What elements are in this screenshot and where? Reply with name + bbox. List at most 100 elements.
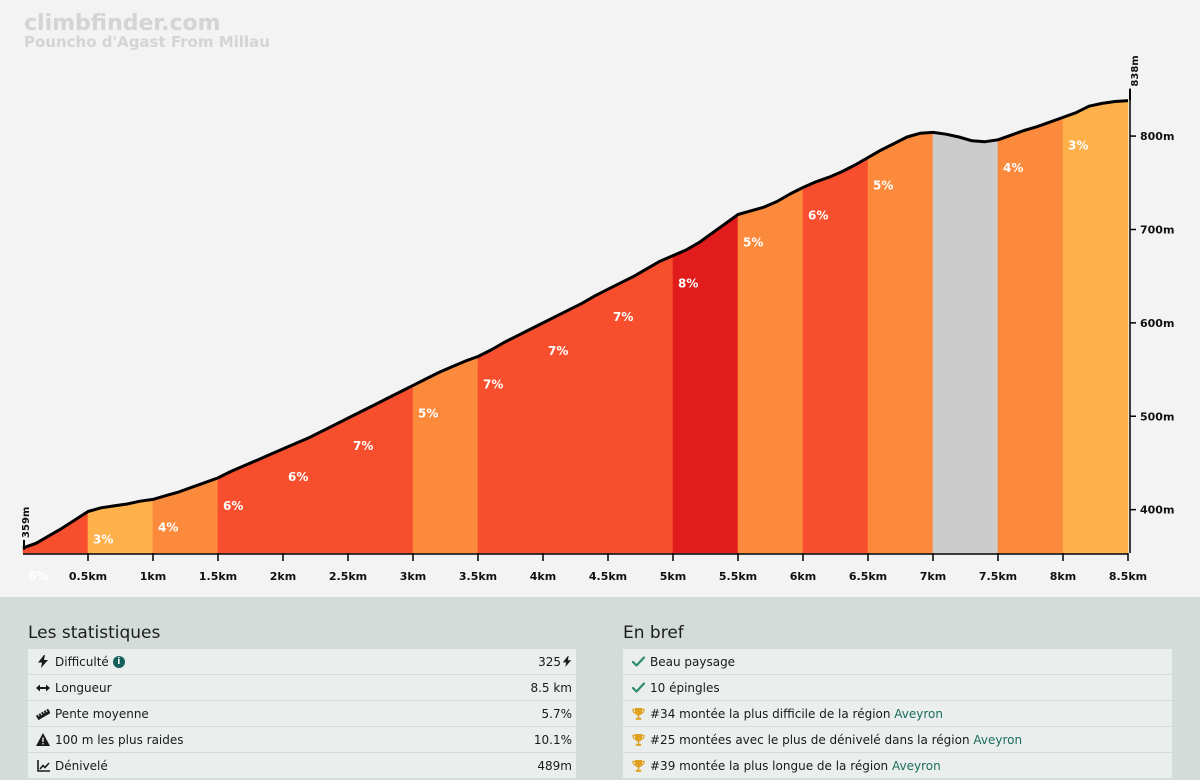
brief-row-label: Beau paysage (650, 655, 1168, 669)
stats-row-label: Pente moyenne (55, 706, 149, 721)
stats-row: Difficulté i 325 (28, 649, 576, 674)
grade-label: 7% (483, 378, 503, 392)
x-tick-label: 4km (530, 570, 556, 583)
brief-row-label: #25 montées avec le plus de dénivelé dan… (650, 733, 1168, 747)
grade-label: 6% (28, 569, 48, 583)
grade-label: 7% (548, 344, 568, 358)
grade-label: 8% (678, 277, 698, 291)
lightning-icon (36, 655, 50, 669)
stats-value-text: 325 (538, 654, 561, 669)
brand-watermark: climbfinder.com Pouncho d'Agast From Mil… (24, 12, 270, 51)
brief-row: 10 épingles (623, 675, 1172, 700)
trophy-icon (631, 759, 645, 773)
brief-row-text: #25 montées avec le plus de dénivelé dan… (650, 732, 970, 747)
segment-fill-6 (412, 356, 479, 554)
stats-value-text: 489m (537, 758, 572, 773)
x-tick-label: 5km (660, 570, 686, 583)
stats-row: Pente moyenne 5.7% (28, 701, 576, 726)
region-link[interactable]: Aveyron (894, 706, 944, 721)
brief-row: #39 montée la plus longue de la région A… (623, 753, 1172, 778)
brief-panel: En bref Beau paysage 10 épingles #34 monté… (623, 597, 1172, 778)
stats-title: Les statistiques (28, 623, 161, 643)
profile-line (22, 99, 1129, 550)
grade-label: 6% (223, 499, 243, 513)
x-tick-label: 1.5km (199, 570, 237, 583)
segment-fill-16 (1062, 100, 1129, 554)
stats-row-label: Dénivelé (55, 758, 108, 773)
end-elevation-label: 838m (1130, 55, 1141, 86)
x-tick-label: 1km (140, 570, 166, 583)
stats-row-value: 5.7% (542, 707, 573, 721)
check-icon (631, 681, 645, 695)
x-tick-label: 7.5km (979, 570, 1017, 583)
x-tick-label: 2.5km (329, 570, 367, 583)
segment-fill-9 (607, 255, 674, 554)
stats-list: Difficulté i 325 Longueur 8.5 km Pente moyenn… (28, 649, 576, 779)
x-tick-label: 7km (920, 570, 946, 583)
grade-label: 7% (613, 310, 633, 324)
grade-label: 5% (418, 406, 438, 420)
y-tick-label: 800m (1140, 130, 1174, 143)
segment-fill-15 (997, 116, 1064, 554)
brief-row-label: #34 montée la plus difficile de la régio… (650, 707, 1168, 721)
stats-row: 100 m les plus raides 10.1% (28, 727, 576, 752)
stats-value-text: 8.5 km (530, 680, 572, 695)
x-tick-label: 8.5km (1109, 570, 1147, 583)
stats-row-value: 8.5 km (530, 681, 572, 695)
segment-fill-4 (282, 417, 349, 554)
lightning-icon (562, 655, 572, 669)
line-chart-icon (36, 759, 50, 773)
x-tick-label: 4.5km (589, 570, 627, 583)
segment-fill-13 (867, 132, 934, 554)
stats-row-value: 325 (538, 655, 572, 669)
stats-value-text: 5.7% (541, 706, 573, 721)
segment-fill-14 (932, 132, 999, 554)
x-tick-label: 2km (270, 570, 296, 583)
segment-fill-10 (672, 213, 739, 554)
x-tick-label: 8km (1050, 570, 1076, 583)
brief-row-text: #39 montée la plus longue de la région (650, 758, 889, 773)
x-tick-label: 6.5km (849, 570, 887, 583)
stats-row-label-wrap: Difficulté i (55, 655, 538, 669)
segment-fill-5 (347, 384, 414, 554)
stats-row-label: Longueur (55, 680, 112, 695)
x-tick-label: 0.5km (69, 570, 107, 583)
grade-label: 3% (1068, 138, 1088, 152)
brief-row-text: Beau paysage (650, 654, 736, 669)
brief-row: #25 montées avec le plus de dénivelé dan… (623, 727, 1172, 752)
y-tick-label: 400m (1140, 504, 1174, 517)
region-link[interactable]: Aveyron (891, 758, 941, 773)
x-tick-label: 3km (400, 570, 426, 583)
stats-row-label: 100 m les plus raides (55, 732, 184, 747)
brief-title: En bref (623, 623, 684, 643)
start-elevation-label: 359m (21, 507, 32, 538)
y-tick-label: 500m (1140, 410, 1174, 423)
stats-row-value: 10.1% (534, 733, 572, 747)
stats-row: Dénivelé 489m (28, 753, 576, 778)
brief-row-label: 10 épingles (650, 681, 1168, 695)
grade-label: 5% (873, 179, 893, 193)
grade-label: 3% (93, 533, 113, 547)
brief-list: Beau paysage 10 épingles #34 montée la plu… (623, 649, 1172, 779)
stats-value-text: 10.1% (533, 732, 572, 747)
segment-fill-8 (542, 288, 609, 554)
region-link[interactable]: Aveyron (973, 732, 1023, 747)
stats-row-label: Difficulté (55, 654, 109, 669)
brief-row-text: 10 épingles (650, 680, 720, 695)
info-icon[interactable]: i (112, 656, 125, 668)
stats-panel: Les statistiques Difficulté i 325 Longueur 8… (28, 597, 576, 778)
brief-row-text: #34 montée la plus difficile de la régio… (650, 706, 891, 721)
grade-label: 4% (1003, 161, 1023, 175)
grade-label: 6% (288, 470, 308, 484)
grade-label: 6% (808, 209, 828, 223)
grade-label: 4% (158, 520, 178, 534)
x-tick-label: 3.5km (459, 570, 497, 583)
y-tick-label: 700m (1140, 223, 1174, 236)
horizontal-arrows-icon (36, 681, 50, 695)
stats-row-value: 489m (537, 759, 572, 773)
brief-row: #34 montée la plus difficile de la régio… (623, 701, 1172, 726)
site-name: climbfinder.com (24, 11, 221, 36)
brief-row: Beau paysage (623, 649, 1172, 674)
x-tick-label: 6km (790, 570, 816, 583)
segment-fill-7 (477, 322, 544, 554)
